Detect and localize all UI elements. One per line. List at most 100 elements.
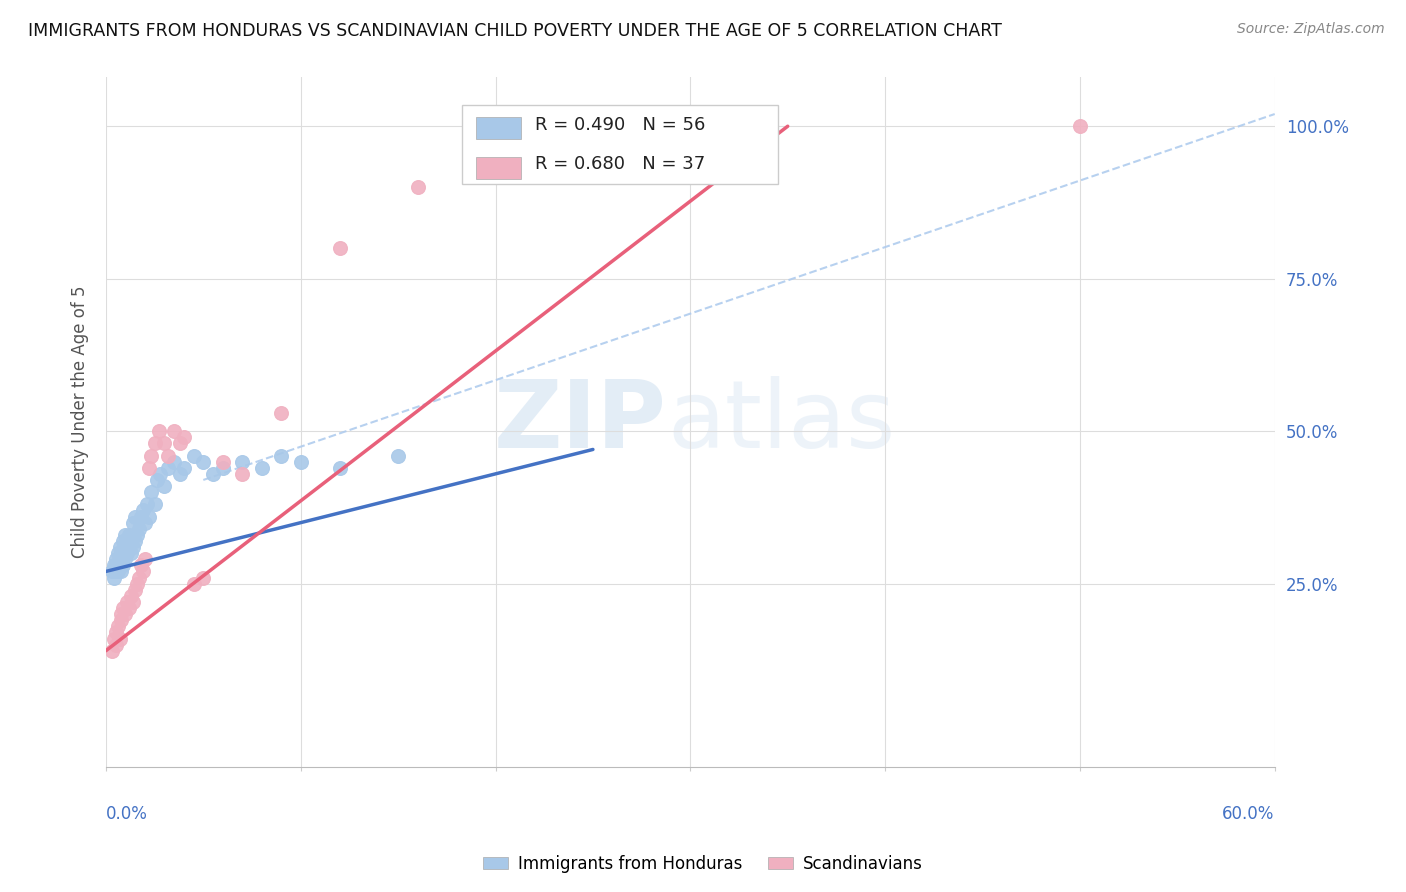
FancyBboxPatch shape [477, 157, 520, 178]
Point [104, 638, 127, 652]
Point [107, 546, 129, 560]
Point [124, 533, 146, 548]
Point [104, 625, 127, 640]
Point [139, 449, 162, 463]
FancyBboxPatch shape [463, 105, 778, 185]
Text: R = 0.490   N = 56: R = 0.490 N = 56 [534, 116, 706, 134]
Point [173, 430, 195, 444]
Point [153, 436, 176, 450]
Point [117, 595, 139, 609]
Text: 0.0%: 0.0% [105, 805, 148, 823]
Point [128, 522, 150, 536]
Point [108, 552, 131, 566]
Point [100, 565, 122, 579]
Point [193, 570, 215, 584]
Point [107, 558, 129, 573]
Point [129, 558, 152, 573]
Point [211, 455, 233, 469]
Point [122, 516, 145, 530]
Text: 60.0%: 60.0% [1222, 805, 1275, 823]
Point [183, 576, 205, 591]
Point [128, 570, 150, 584]
Point [193, 455, 215, 469]
Point [149, 467, 172, 481]
Point [112, 601, 135, 615]
Point [114, 607, 136, 621]
Y-axis label: Child Poverty Under the Age of 5: Child Poverty Under the Age of 5 [72, 285, 89, 558]
Point [134, 552, 156, 566]
Point [139, 485, 162, 500]
Point [117, 533, 139, 548]
Point [110, 565, 132, 579]
Point [124, 582, 146, 597]
Point [406, 180, 429, 194]
Point [108, 632, 131, 646]
Point [117, 546, 139, 560]
Point [290, 455, 312, 469]
Point [145, 473, 167, 487]
Point [134, 516, 156, 530]
Point [114, 528, 136, 542]
Point [118, 528, 141, 542]
Point [211, 460, 233, 475]
Point [110, 613, 132, 627]
Point [231, 455, 253, 469]
Point [118, 540, 141, 554]
Point [122, 595, 145, 609]
Point [202, 467, 225, 481]
Point [104, 552, 127, 566]
Text: atlas: atlas [666, 376, 896, 468]
Point [112, 558, 135, 573]
Point [110, 546, 132, 560]
Point [112, 533, 135, 548]
Point [183, 449, 205, 463]
Text: R = 0.680   N = 37: R = 0.680 N = 37 [534, 155, 704, 173]
Point [132, 503, 155, 517]
Point [132, 565, 155, 579]
Point [173, 460, 195, 475]
Point [329, 241, 352, 255]
Point [153, 479, 176, 493]
Point [329, 460, 352, 475]
Point [1069, 120, 1091, 134]
Text: IMMIGRANTS FROM HONDURAS VS SCANDINAVIAN CHILD POVERTY UNDER THE AGE OF 5 CORREL: IMMIGRANTS FROM HONDURAS VS SCANDINAVIAN… [28, 22, 1002, 40]
Point [143, 436, 166, 450]
Point [103, 570, 125, 584]
Point [120, 589, 142, 603]
Point [135, 497, 157, 511]
Point [270, 406, 292, 420]
Point [120, 533, 142, 548]
Point [231, 467, 253, 481]
Point [163, 424, 186, 438]
Point [120, 546, 142, 560]
Point [270, 449, 292, 463]
Point [169, 436, 191, 450]
Point [125, 576, 148, 591]
Text: Source: ZipAtlas.com: Source: ZipAtlas.com [1237, 22, 1385, 37]
Point [143, 497, 166, 511]
Point [114, 552, 136, 566]
Point [100, 644, 122, 658]
Point [148, 424, 170, 438]
Point [250, 460, 273, 475]
Point [122, 540, 145, 554]
Point [110, 552, 132, 566]
Point [108, 558, 131, 573]
Point [107, 619, 129, 633]
Point [138, 509, 160, 524]
Point [157, 449, 180, 463]
Text: ZIP: ZIP [494, 376, 666, 468]
Legend: Immigrants from Honduras, Scandinavians: Immigrants from Honduras, Scandinavians [477, 848, 929, 880]
Point [108, 540, 131, 554]
Point [107, 565, 129, 579]
Point [103, 558, 125, 573]
Point [129, 509, 152, 524]
Point [114, 540, 136, 554]
Point [157, 460, 180, 475]
Point [104, 558, 127, 573]
Point [169, 467, 191, 481]
Point [163, 455, 186, 469]
FancyBboxPatch shape [477, 118, 520, 139]
Point [125, 528, 148, 542]
Point [387, 449, 409, 463]
